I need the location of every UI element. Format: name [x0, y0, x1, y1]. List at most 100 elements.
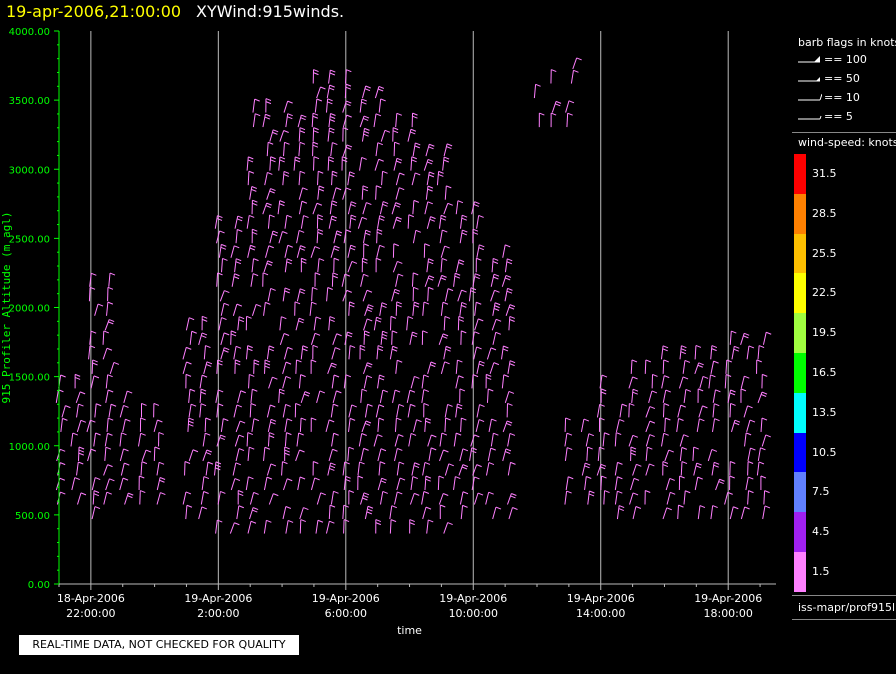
- wind-barb: [284, 258, 293, 273]
- wind-barb: [444, 185, 452, 200]
- wind-barb: [359, 344, 366, 360]
- wind-barb: [325, 98, 333, 113]
- wind-barb: [376, 215, 385, 229]
- wind-barb: [410, 476, 418, 491]
- wind-barb: [298, 141, 306, 157]
- wind-barb: [119, 432, 127, 447]
- wind-barb: [469, 447, 477, 462]
- wind-barb: [266, 463, 277, 476]
- wind-barb: [141, 449, 152, 462]
- wind-barb: [218, 243, 227, 258]
- wind-barb: [682, 359, 691, 374]
- wind-barb: [407, 403, 416, 418]
- wind-barb: [269, 129, 279, 142]
- wind-barb: [502, 420, 513, 433]
- wind-barb: [455, 375, 464, 389]
- wind-barb: [283, 141, 290, 157]
- wind-barb: [298, 127, 306, 142]
- wind-barb: [329, 200, 338, 215]
- wind-barb: [312, 344, 319, 360]
- wind-barb: [391, 202, 401, 215]
- wind-barb: [299, 417, 307, 432]
- wind-barb: [230, 330, 237, 345]
- wind-barb: [412, 199, 420, 215]
- wind-barb: [357, 461, 365, 476]
- colorbar-label: 25.5: [812, 246, 837, 260]
- wind-barb: [379, 389, 389, 403]
- wind-barb: [707, 448, 718, 462]
- wind-barb: [343, 519, 350, 534]
- wind-barb: [330, 142, 338, 157]
- wind-barb: [279, 130, 289, 142]
- quality-warning-note: REAL-TIME DATA, NOT CHECKED FOR QUALITY: [19, 635, 299, 655]
- wind-barb: [459, 214, 468, 229]
- wind-barb: [246, 156, 254, 171]
- wind-barb: [251, 258, 259, 273]
- wind-barb: [391, 330, 398, 345]
- wind-barb: [474, 301, 482, 316]
- wind-barb: [377, 374, 385, 389]
- wind-barb: [468, 287, 477, 302]
- wind-barb: [486, 347, 497, 360]
- wind-barb: [312, 141, 319, 157]
- wind-barb: [485, 373, 492, 389]
- wind-barb: [630, 477, 640, 491]
- wind-barb: [139, 490, 146, 505]
- wind-barb: [102, 347, 113, 360]
- wind-barb: [747, 461, 754, 476]
- wind-barb: [278, 231, 288, 244]
- wind-barb: [313, 156, 320, 171]
- wind-barb: [185, 373, 192, 389]
- y-tick-label: 1500.00: [9, 373, 50, 384]
- wind-barb: [284, 418, 293, 433]
- wind-barb: [347, 171, 355, 186]
- wind-barb: [586, 446, 593, 461]
- wind-barb: [92, 490, 100, 505]
- wind-barb: [501, 274, 512, 287]
- wind-barb: [504, 287, 513, 302]
- wind-barb: [153, 419, 163, 433]
- wind-barb: [140, 461, 148, 476]
- wind-barb: [342, 127, 349, 142]
- wind-barb: [103, 464, 113, 476]
- wind-barb: [262, 272, 269, 287]
- wind-barb: [139, 417, 146, 432]
- wind-barb: [325, 419, 335, 433]
- wind-barb: [342, 100, 352, 113]
- wind-barb: [443, 345, 452, 360]
- wind-barb: [380, 129, 391, 142]
- wind-barb: [298, 200, 308, 215]
- wind-barb: [216, 403, 224, 418]
- wind-barb: [645, 406, 656, 418]
- wind-barb: [363, 375, 373, 389]
- wind-barb: [628, 376, 638, 389]
- wind-barb: [438, 214, 447, 229]
- wind-barb: [220, 302, 230, 316]
- wind-barb: [328, 448, 338, 462]
- wind-barb: [745, 476, 754, 491]
- wind-barb: [158, 431, 164, 447]
- wind-barb: [246, 214, 255, 229]
- wind-barb: [460, 504, 468, 520]
- wind-barb: [327, 127, 335, 142]
- wind-barb: [235, 420, 246, 433]
- wind-barb: [425, 185, 434, 200]
- wind-barb: [348, 301, 355, 316]
- wind-barb: [220, 347, 230, 360]
- wind-barb: [421, 389, 429, 403]
- wind-barb: [761, 434, 771, 447]
- y-tick-label: 3000.00: [9, 165, 50, 176]
- wind-barb: [331, 272, 339, 287]
- wind-barb: [328, 316, 336, 331]
- wind-barb: [763, 490, 770, 505]
- wind-barb: [76, 461, 84, 476]
- wind-barb: [343, 374, 352, 389]
- wind-barb: [342, 461, 350, 476]
- wind-barb: [599, 374, 608, 389]
- wind-barb: [342, 289, 352, 302]
- wind-barb: [457, 315, 465, 331]
- wind-barb: [216, 359, 223, 374]
- wind-barb: [395, 359, 403, 374]
- wind-barb: [565, 100, 575, 113]
- wind-barb: [426, 216, 436, 229]
